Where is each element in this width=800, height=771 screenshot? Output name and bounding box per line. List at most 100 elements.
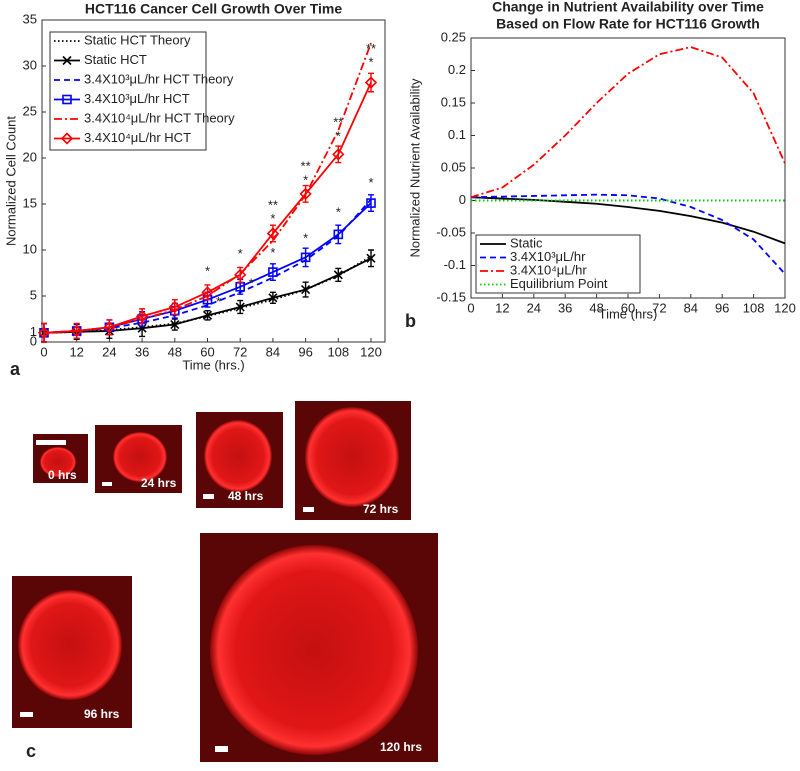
legend-marker: [62, 94, 72, 105]
legend-label: 3.4X10³μL/hr: [510, 249, 586, 264]
error-bar: [302, 247, 309, 268]
legend-label: 3.4X10⁴μL/hr: [510, 262, 587, 277]
legend-label: Static HCT Theory: [84, 32, 191, 47]
legend-label: Equilibrium Point: [510, 276, 608, 291]
image-label: 72 hrs: [363, 502, 399, 516]
marker: [299, 187, 312, 201]
y-tick-label: 20: [23, 149, 37, 164]
y-tick-label: 35: [23, 11, 37, 26]
y-axis-label: Normalized Cell Count: [3, 116, 18, 246]
marker: [70, 324, 83, 338]
image-label: 120 hrs: [380, 740, 422, 754]
x-tick-label: 96: [298, 344, 312, 359]
image-label: 48 hrs: [228, 489, 264, 503]
annotation: **: [268, 197, 278, 212]
marker: [235, 302, 245, 312]
x-tick-label: 36: [558, 300, 572, 315]
chart-title: Based on Flow Rate for HCT116 Growth: [496, 16, 760, 32]
annotation: *: [368, 55, 373, 70]
annotation: *: [270, 245, 275, 260]
image-label: 24 hrs: [141, 476, 177, 490]
x-tick-label: 72: [233, 344, 247, 359]
series-line: [470, 46, 786, 199]
marker: [300, 252, 311, 263]
annotation: *: [249, 275, 254, 290]
marker: [333, 229, 344, 240]
annotation: *: [336, 128, 341, 143]
marker: [103, 321, 116, 334]
series-line: [470, 196, 786, 245]
y-tick-label: 5: [30, 287, 37, 302]
x-tick-label: 60: [621, 300, 635, 315]
x-tick-label: 24: [527, 300, 541, 315]
y-tick-label: 0.2: [448, 62, 466, 77]
plot-frame: [41, 19, 386, 343]
panel-label: a: [10, 359, 21, 379]
x-tick-label: 0: [467, 300, 474, 315]
annotation: *: [336, 205, 341, 220]
image-label: 0 hrs: [48, 468, 77, 482]
marker: [201, 286, 214, 299]
y-tick-label: 1: [30, 324, 37, 339]
micrograph: 120 hrs: [200, 533, 438, 762]
x-tick-label: 108: [327, 344, 349, 359]
panel-label: c: [26, 741, 36, 761]
error-bar: [269, 263, 276, 282]
error-bar: [368, 194, 374, 213]
legend-label: 3.4X10⁴μL/hr HCT Theory: [84, 110, 235, 125]
x-tick-label: 48: [168, 344, 182, 359]
y-tick-label: 0: [30, 333, 37, 348]
marker: [37, 326, 51, 339]
marker: [366, 253, 376, 263]
x-tick-label: 84: [266, 344, 280, 359]
annotation: *: [303, 230, 308, 245]
marker: [202, 310, 213, 320]
x-tick-label: 84: [684, 300, 698, 315]
panel-label: b: [405, 311, 416, 331]
legend-label: 3.4X10³μL/hr HCT Theory: [84, 71, 234, 86]
y-tick-label: -0.15: [436, 289, 466, 304]
x-tick-label: 60: [200, 344, 214, 359]
legend-label: Static: [510, 235, 543, 250]
x-tick-label: 48: [589, 300, 603, 315]
marker: [234, 268, 247, 281]
annotation: *: [303, 172, 308, 187]
x-tick-label: 12: [69, 344, 83, 359]
marker: [332, 148, 345, 161]
legend-marker: [60, 132, 74, 145]
y-tick-label: 0: [459, 192, 466, 207]
error-bar: [335, 224, 342, 245]
chart-title: Change in Nutrient Availability over Tim…: [492, 0, 764, 15]
micrograph: 72 hrs: [295, 401, 411, 520]
annotation: **: [333, 114, 343, 129]
y-tick-label: 0.05: [441, 159, 466, 174]
micrograph: 96 hrs: [12, 576, 132, 728]
y-tick-label: -0.05: [436, 224, 466, 239]
y-tick-label: -0.1: [444, 257, 466, 272]
legend-box: [49, 31, 207, 151]
y-tick-label: 25: [23, 103, 37, 118]
marker: [137, 323, 147, 333]
x-axis-label: Time (hrs.): [182, 357, 244, 372]
marker: [333, 270, 343, 280]
y-tick-label: 0.15: [441, 94, 466, 109]
marker: [268, 267, 278, 277]
marker: [364, 76, 378, 89]
x-tick-label: 108: [743, 300, 765, 315]
micrograph: 0 hrs: [33, 434, 88, 483]
y-tick-label: 30: [23, 57, 37, 72]
annotation: *: [238, 246, 243, 261]
legend-label: 3.4X10⁴μL/hr HCT: [84, 130, 191, 145]
annotation: *: [216, 294, 221, 309]
x-tick-label: 36: [135, 344, 149, 359]
annotation: **: [366, 41, 376, 56]
error-bar: [41, 322, 47, 343]
marker: [168, 300, 181, 314]
micrograph: 24 hrs: [95, 425, 182, 493]
x-tick-label: 120: [774, 300, 796, 315]
chart-title: HCT116 Cancer Cell Growth Over Time: [85, 1, 342, 17]
marker: [135, 310, 149, 323]
legend-label: 3.4X10³μL/hr HCT: [84, 91, 190, 106]
error-bar: [368, 72, 374, 93]
